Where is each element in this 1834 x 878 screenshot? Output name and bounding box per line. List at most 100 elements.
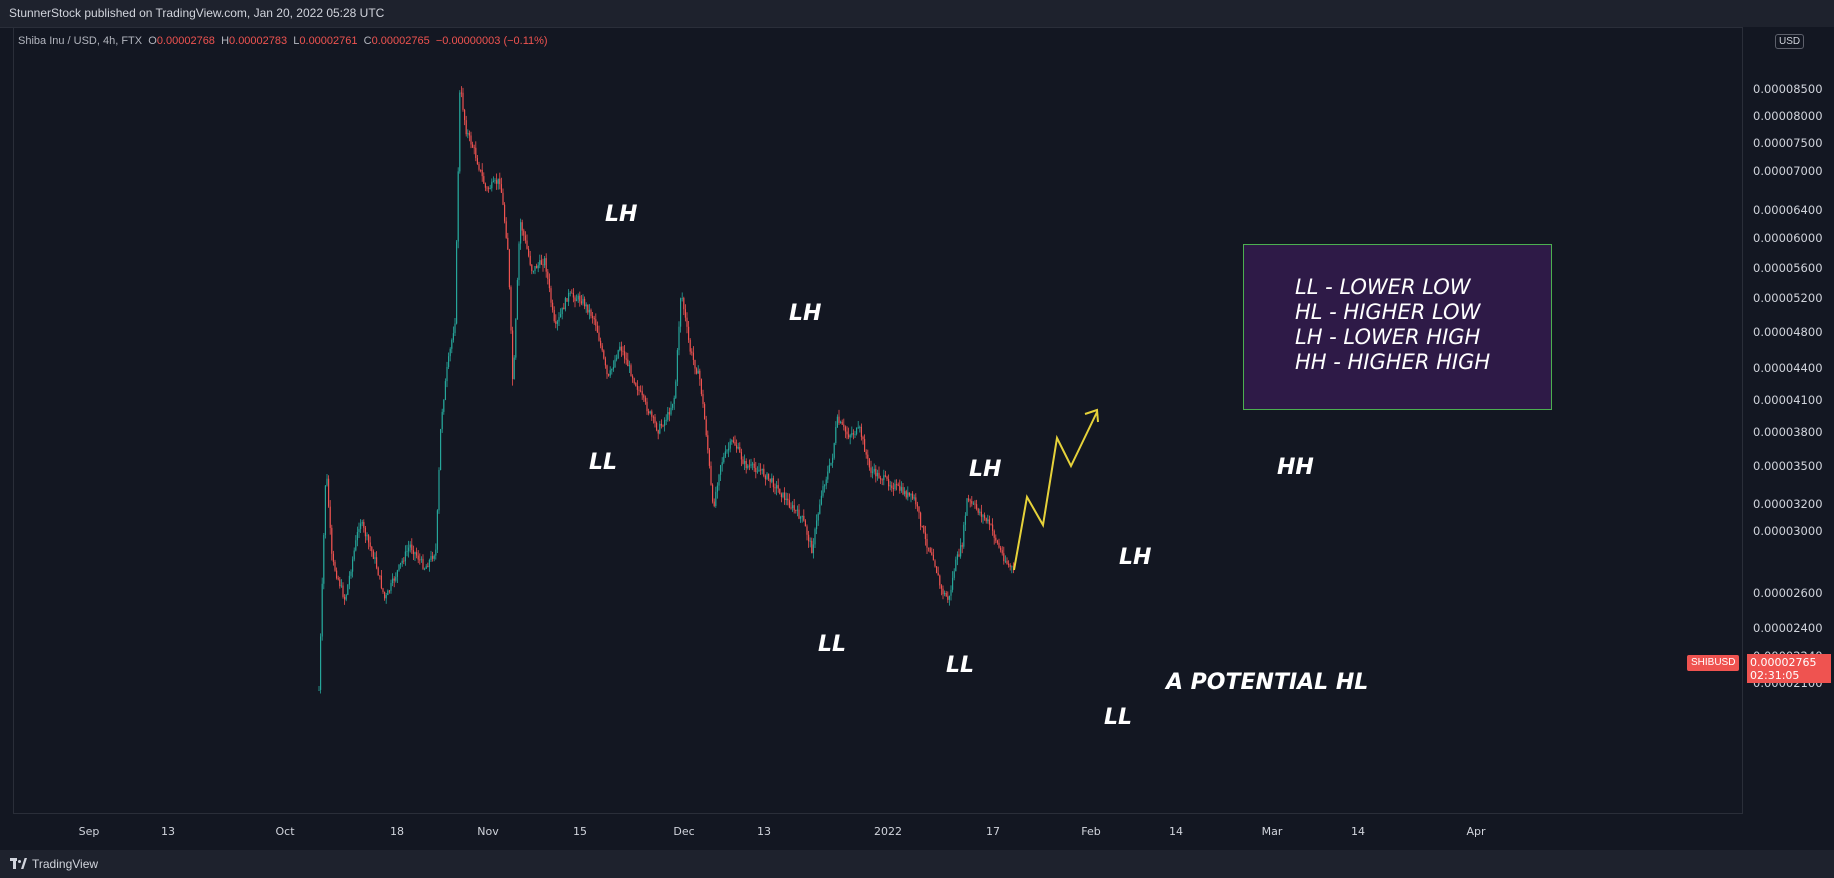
candle-body [865,451,867,455]
candle-body [864,439,866,452]
candle-body [585,304,587,307]
price-tick: 0.00005200 [1753,291,1823,305]
candle-body [774,487,776,489]
legend-text-box[interactable]: LL - LOWER LOW HL - HIGHER LOW LH - LOWE… [1243,244,1552,410]
candle-body [955,559,957,572]
candle-body [656,422,658,431]
candle-body [702,394,704,405]
candle-body [971,501,973,504]
annotation-ll-3: LL [946,653,975,678]
candle-body [556,321,558,324]
tradingview-logo[interactable]: TradingView [10,857,98,871]
candle-body [705,419,707,436]
candle-body [513,357,515,380]
price-tick: 0.00004800 [1753,325,1823,339]
candle-body [756,471,758,473]
candle-body [436,510,438,550]
candle-body [318,689,320,691]
candle-body [425,566,427,569]
last-price: 0.00002765 [1750,656,1817,669]
candle-body [768,473,770,479]
candle-body [806,526,808,535]
price-tick: 0.00003000 [1753,524,1823,538]
candle-body [667,412,669,420]
candle-body [544,258,546,266]
candle-body [956,554,958,560]
candle-body [857,427,859,429]
candle-body [780,494,782,498]
candle-body [636,385,638,390]
candle-body [707,435,709,450]
candle-body [915,497,917,505]
candle-body [977,508,979,513]
candle-body [809,540,811,542]
candle-body [444,381,446,400]
candle-body [491,181,493,189]
candle-body [342,585,344,597]
candle-body [475,147,477,159]
candle-body [619,346,621,351]
candle-body [713,501,715,506]
candle-body [689,339,691,352]
candle-body [764,475,766,480]
candle-body [369,542,371,547]
candle-body [524,235,526,241]
candle-body [726,450,728,452]
candle-body [344,596,346,600]
time-tick: 2022 [874,825,902,838]
legend-line-hl: HL - HIGHER LOW [1295,300,1481,324]
candle-body [432,556,434,559]
candle-body [324,485,326,536]
candle-body [681,298,683,299]
candle-body [630,365,632,377]
candle-body [353,550,355,560]
candle-body [340,585,342,587]
candle-body [723,456,725,463]
candle-body [489,188,491,190]
candle-body [569,292,571,294]
candle-body [888,479,890,487]
candle-body [582,298,584,304]
candle-body [502,192,504,205]
candle-body [825,479,827,486]
candle-body [998,542,1000,548]
candle-body [905,491,907,498]
candle-body [379,575,381,577]
currency-badge[interactable]: USD [1775,34,1805,49]
candle-body [755,467,757,473]
candle-body [849,435,851,438]
bar-countdown: 02:31:05 [1750,669,1800,682]
candle-body [390,583,392,591]
candle-body [886,476,888,480]
candle-body [411,544,413,551]
candle-body [515,319,517,358]
candle-body [873,468,875,472]
candle-body [987,519,989,522]
candle-body [652,416,654,418]
price-tick: 0.00004100 [1753,393,1823,407]
candle-body [804,520,806,527]
candle-body [851,433,853,436]
candle-body [673,397,675,404]
candle-body [769,478,771,482]
candle-body [694,359,696,369]
candle-body [505,221,507,238]
candle-body [361,522,363,524]
candle-body [385,595,387,599]
candle-body [843,424,845,427]
candle-body [552,302,554,310]
chart-pane[interactable] [13,27,1743,814]
candle-body [593,317,595,320]
candle-body [396,570,398,577]
candle-body [980,511,982,517]
candle-body [352,559,354,572]
candle-body [516,280,518,320]
candle-body [574,297,576,302]
candle-body [449,348,451,357]
candle-body [867,454,869,459]
candle-body [699,370,701,380]
candle-body [912,493,914,499]
candle-body [417,555,419,560]
candle-body [824,485,826,487]
